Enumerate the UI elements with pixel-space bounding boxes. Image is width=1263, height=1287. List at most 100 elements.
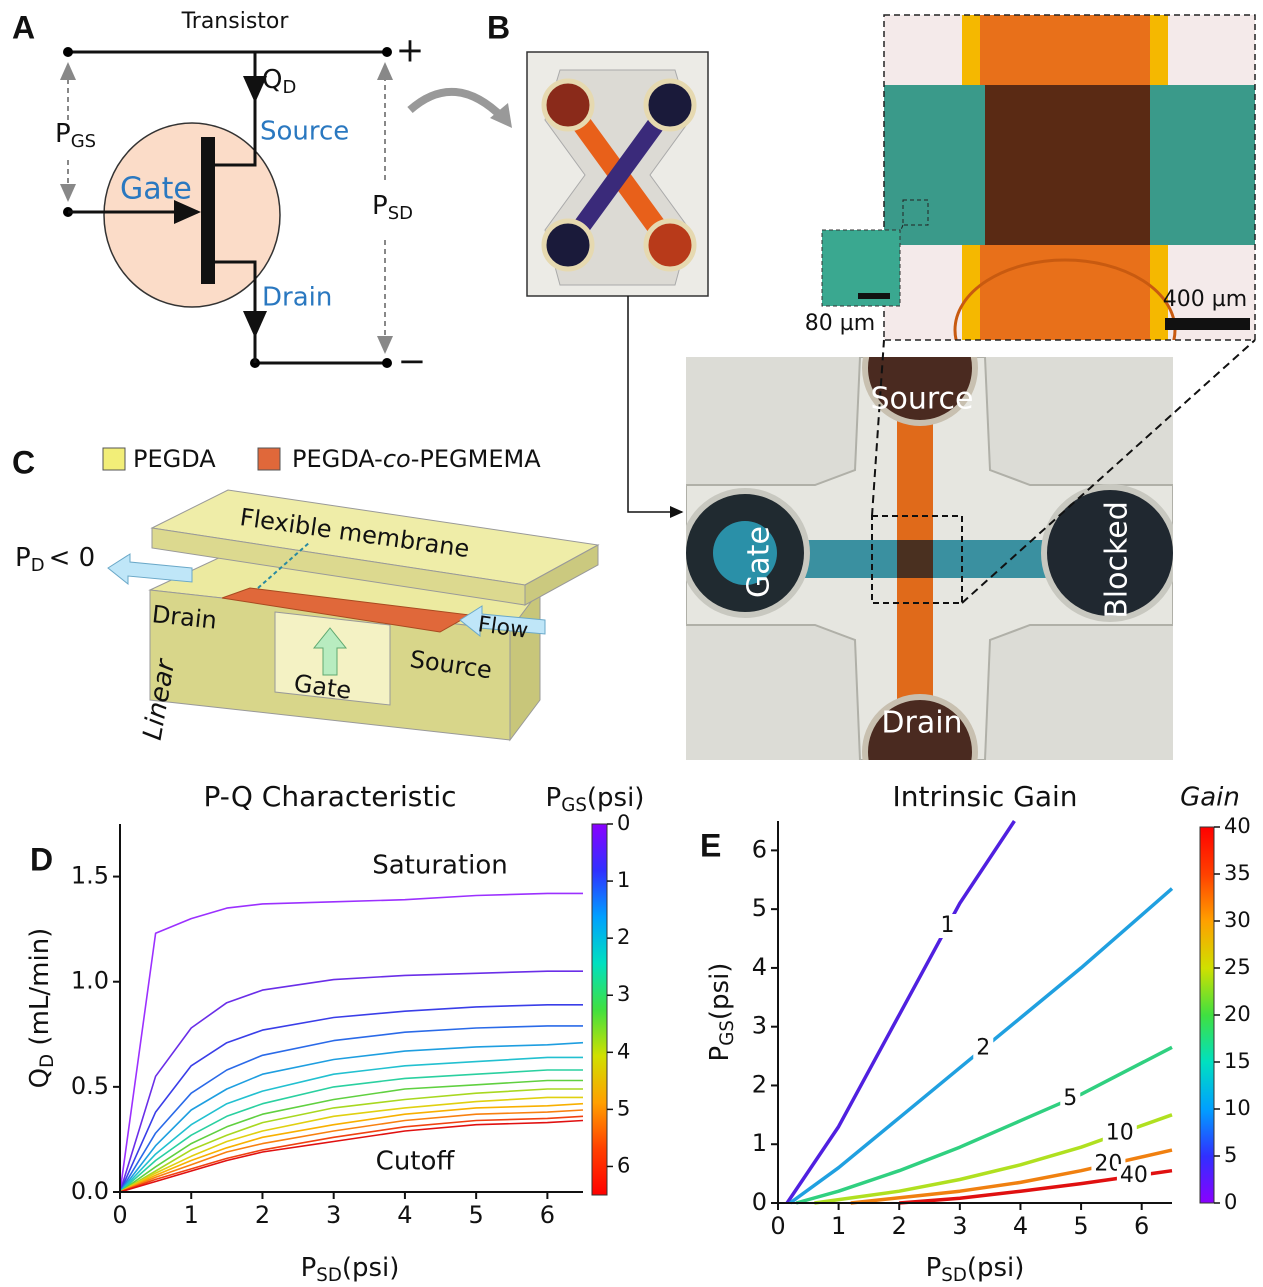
x-tick-label: 1 bbox=[184, 1201, 199, 1229]
y-tick-label: 0.0 bbox=[71, 1177, 109, 1205]
label-main: P bbox=[546, 783, 562, 813]
x-tick-label: 4 bbox=[1013, 1212, 1028, 1240]
label-sub: GS bbox=[71, 131, 96, 152]
contour-label: 40 bbox=[1120, 1163, 1148, 1188]
colorbar-tick-label: 10 bbox=[1224, 1096, 1251, 1120]
shape bbox=[544, 81, 592, 129]
pressure-label: PSD bbox=[372, 191, 413, 225]
label-main: P bbox=[301, 1253, 317, 1283]
label-sub: D bbox=[37, 1054, 58, 1068]
terminal bbox=[382, 47, 392, 57]
page: Figure {"panel_labels": {"a": "A", "b": … bbox=[0, 0, 1263, 1287]
x-axis-label: PSD(psi) bbox=[301, 1253, 400, 1287]
port-label: Drain bbox=[881, 706, 962, 741]
shape bbox=[985, 85, 1150, 245]
legend-text: PEGDA- bbox=[292, 445, 383, 473]
pressure-label: PD< 0 bbox=[15, 543, 95, 577]
scale-bar bbox=[1165, 318, 1250, 330]
label-tail: (mL/min) bbox=[25, 928, 55, 1054]
label-main: P bbox=[55, 119, 71, 149]
y-axis-label: PGS(psi) bbox=[705, 963, 739, 1062]
line bbox=[120, 1005, 583, 1192]
colorbar-tick-label: 3 bbox=[617, 982, 630, 1006]
label-sub: GS bbox=[561, 795, 587, 816]
colorbar-tick-label: 2 bbox=[617, 925, 630, 949]
label-main: P bbox=[705, 1046, 735, 1062]
label-sub: GS bbox=[717, 1020, 738, 1046]
scale-label: 400 µm bbox=[1163, 287, 1247, 312]
colorbar-tick-label: 1 bbox=[617, 868, 630, 892]
legend-label: PEGDA bbox=[133, 445, 216, 473]
y-tick-label: 1.0 bbox=[71, 967, 109, 995]
flow-label: QD bbox=[262, 65, 296, 99]
line bbox=[120, 1089, 583, 1192]
label-main: P bbox=[15, 543, 31, 573]
polarity: + bbox=[396, 31, 425, 71]
colorbar-tick-label: 5 bbox=[617, 1096, 630, 1120]
annotation: Saturation bbox=[372, 851, 508, 881]
scale-label: 80 µm bbox=[805, 311, 875, 336]
colorbar-tick-label: 0 bbox=[1224, 1190, 1237, 1214]
line bbox=[120, 1104, 583, 1192]
colorbar-tick-label: 15 bbox=[1224, 1049, 1251, 1073]
connector bbox=[628, 296, 682, 512]
contour-label: 5 bbox=[1063, 1086, 1077, 1111]
port-label: Source bbox=[870, 382, 973, 417]
colorbar bbox=[592, 824, 607, 1195]
device-photo bbox=[527, 52, 708, 296]
colorbar-tick-label: 6 bbox=[617, 1153, 630, 1177]
colorbar-tick-label: 30 bbox=[1224, 908, 1251, 932]
colorbar-tick-label: 4 bbox=[617, 1039, 630, 1063]
x-tick-label: 0 bbox=[112, 1201, 127, 1229]
label-tail: < 0 bbox=[49, 543, 96, 573]
gate-plate bbox=[201, 137, 215, 284]
scale-bar bbox=[858, 293, 890, 299]
x-tick-label: 3 bbox=[952, 1212, 967, 1240]
colorbar-tick-label: 25 bbox=[1224, 955, 1251, 979]
label-tail: (psi) bbox=[967, 1253, 1025, 1283]
terminal bbox=[63, 47, 73, 57]
x-tick-label: 3 bbox=[326, 1201, 341, 1229]
line bbox=[120, 1070, 583, 1192]
legend-swatch bbox=[258, 448, 280, 470]
label-tail: (psi) bbox=[342, 1253, 400, 1283]
y-tick-label: 2 bbox=[752, 1070, 767, 1098]
panel-label: C bbox=[12, 444, 35, 480]
port-label: Blocked bbox=[1100, 501, 1135, 619]
figure: A Transistor QD PGS PSD Source Gate Drai… bbox=[0, 0, 1263, 1287]
y-tick-label: 1 bbox=[752, 1129, 767, 1157]
y-tick-label: 0 bbox=[752, 1188, 767, 1216]
x-axis-label: PSD(psi) bbox=[926, 1253, 1025, 1287]
label-main: Q bbox=[25, 1068, 55, 1088]
shape bbox=[646, 221, 694, 269]
diagram-title: Transistor bbox=[181, 9, 290, 34]
label-sub: SD bbox=[941, 1265, 967, 1286]
label-sub: SD bbox=[388, 203, 413, 224]
contour-label: 2 bbox=[976, 1036, 990, 1061]
legend-label: PEGDA-co-PEGMEMA bbox=[292, 445, 541, 473]
x-tick-label: 5 bbox=[1073, 1212, 1088, 1240]
contour-label: 1 bbox=[941, 913, 955, 938]
label-sub: D bbox=[282, 77, 296, 98]
legend-text: -PEGMEMA bbox=[411, 445, 541, 473]
chart-title: P-Q Characteristic bbox=[203, 780, 456, 813]
label-main: P bbox=[372, 191, 388, 221]
panel-label: A bbox=[12, 9, 35, 45]
chart-title: Intrinsic Gain bbox=[892, 780, 1077, 813]
label-sub: SD bbox=[316, 1265, 342, 1286]
legend-text: co bbox=[383, 445, 411, 473]
line bbox=[787, 821, 1014, 1203]
y-tick-label: 6 bbox=[752, 835, 767, 863]
port-label: Gate bbox=[742, 526, 777, 598]
x-tick-label: 6 bbox=[1134, 1212, 1149, 1240]
panel-label: E bbox=[700, 827, 721, 863]
line bbox=[120, 1026, 583, 1192]
terminal-label: Gate bbox=[120, 172, 192, 207]
colorbar-tick-label: 0 bbox=[617, 811, 630, 835]
contour-label: 10 bbox=[1106, 1120, 1134, 1145]
line bbox=[120, 971, 583, 1192]
colorbar-title: Gain bbox=[1180, 783, 1240, 813]
colorbar-tick-label: 35 bbox=[1224, 861, 1251, 885]
colorbar-tick-label: 20 bbox=[1224, 1002, 1251, 1026]
label-sub: D bbox=[31, 555, 45, 576]
